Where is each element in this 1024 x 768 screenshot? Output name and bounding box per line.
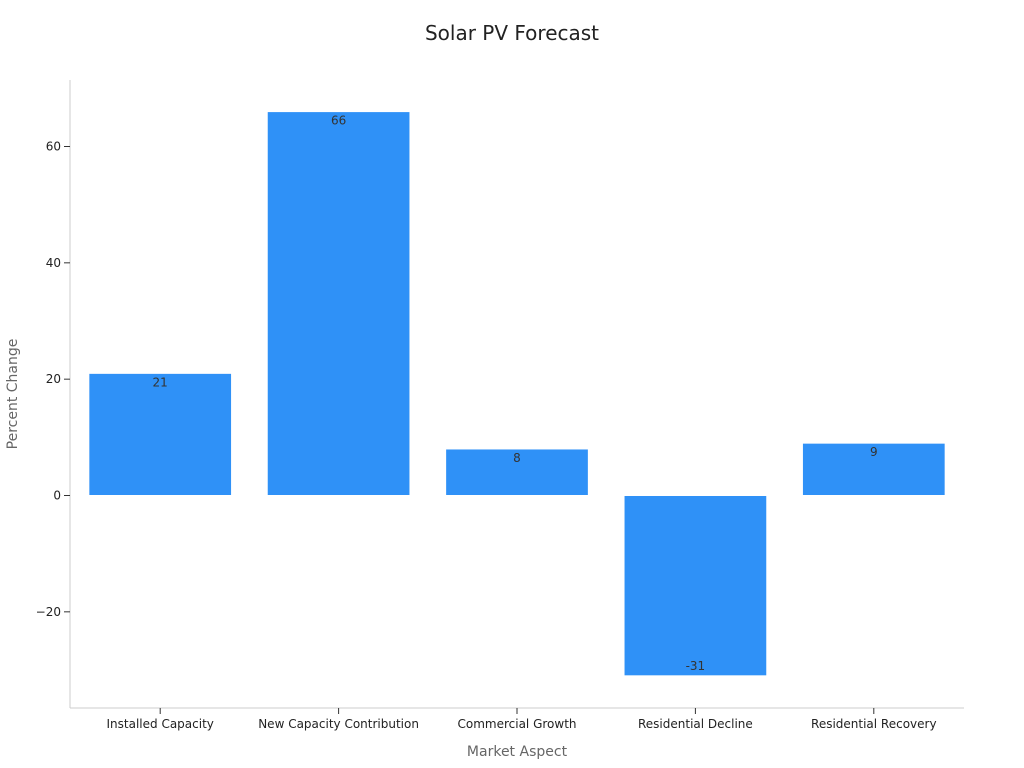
y-tick-label: 60 bbox=[46, 140, 61, 154]
data-label: 9 bbox=[870, 445, 878, 459]
y-tick-label: 0 bbox=[53, 489, 61, 503]
bar bbox=[801, 442, 946, 496]
chart-title: Solar PV Forecast bbox=[425, 21, 599, 45]
y-tick-label: −20 bbox=[36, 605, 61, 619]
data-labels: 21 66 8 -31 9 bbox=[153, 114, 878, 673]
y-tick-label: 20 bbox=[46, 372, 61, 386]
y-axis-ticks: −20 0 20 40 60 bbox=[36, 140, 70, 619]
bar bbox=[445, 448, 589, 497]
x-tick-label: Residential Recovery bbox=[811, 717, 937, 731]
x-axis-ticks: Installed Capacity New Capacity Contribut… bbox=[107, 708, 937, 731]
y-tick-label: 40 bbox=[46, 256, 61, 270]
data-label: -31 bbox=[686, 659, 706, 673]
y-axis-label: Percent Change bbox=[5, 339, 21, 450]
bar bbox=[88, 372, 233, 497]
bars bbox=[88, 111, 946, 677]
x-tick-label: Commercial Growth bbox=[457, 717, 576, 731]
x-tick-label: Residential Decline bbox=[638, 717, 753, 731]
x-tick-label: Installed Capacity bbox=[107, 717, 214, 731]
x-axis-label: Market Aspect bbox=[467, 744, 568, 760]
plot-area: −20 0 20 40 60 Installed Capacity New Capacit… bbox=[36, 80, 964, 731]
bar bbox=[623, 495, 768, 677]
data-label: 21 bbox=[153, 375, 168, 389]
data-label: 66 bbox=[331, 114, 346, 128]
data-label: 8 bbox=[513, 451, 521, 465]
x-tick-label: New Capacity Contribution bbox=[258, 717, 419, 731]
bar bbox=[266, 111, 411, 496]
